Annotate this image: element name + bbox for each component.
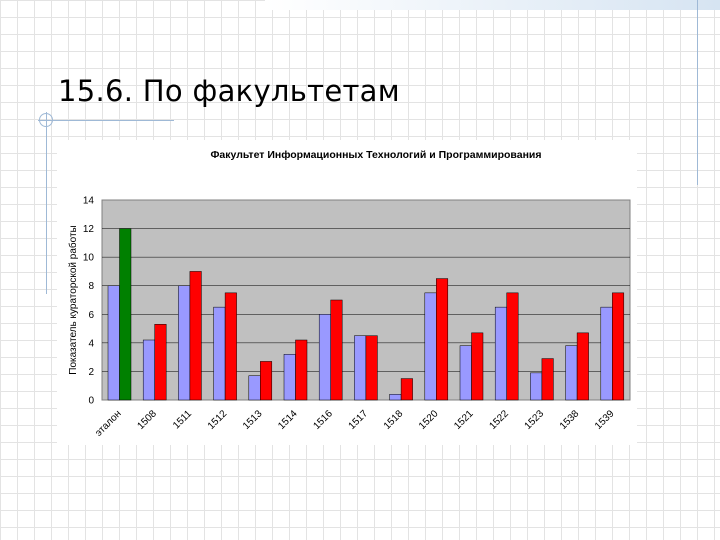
- bar-series1-1517: [354, 335, 367, 401]
- bar-series1-1508: [142, 339, 155, 401]
- bar-series1-1513: [248, 375, 261, 401]
- bar-series2-1538: [576, 332, 589, 401]
- bar-series2-1508: [154, 324, 167, 401]
- chart-title: Факультет Информационных Технологий и Пр…: [210, 149, 541, 161]
- bar-series2-1539: [612, 292, 625, 401]
- bar-series1-1511: [178, 285, 191, 401]
- bar-series1-1522: [494, 306, 507, 401]
- y-tick-label: 12: [83, 224, 95, 235]
- bar-series2-1521: [471, 332, 484, 401]
- bar-series2-1520: [436, 278, 449, 401]
- bars: [107, 228, 625, 401]
- decor-vertical-line-right: [697, 0, 698, 185]
- bar-series2-эталон: [119, 228, 132, 401]
- top-gradient-band: [265, 0, 720, 10]
- y-tick-label: 6: [88, 310, 94, 321]
- bar-series1-1514: [283, 354, 296, 401]
- bar-series2-1518: [400, 378, 413, 401]
- slide-title: 15.6. По факультетам: [58, 74, 400, 108]
- y-tick-label: 4: [88, 338, 94, 349]
- bar-series1-1516: [318, 314, 331, 401]
- y-tick-label: 14: [83, 196, 95, 207]
- y-tick-labels: 0 2 4 6 8 10 12 14: [83, 196, 95, 407]
- bar-series2-1513: [260, 361, 273, 401]
- bar-series2-1516: [330, 299, 343, 401]
- decor-horizontal-line: [38, 120, 174, 121]
- bar-series1-эталон: [107, 285, 120, 401]
- y-tick-label: 0: [88, 396, 94, 407]
- bar-series2-1517: [365, 335, 378, 401]
- bar-series1-1521: [459, 345, 472, 401]
- bar-series1-1523: [530, 372, 543, 401]
- decor-vertical-line-left: [46, 112, 47, 294]
- bar-series1-1538: [565, 345, 578, 401]
- y-axis-label: Показатель кураторской работы: [67, 225, 79, 374]
- bar-series1-1518: [389, 394, 402, 401]
- bar-series1-1512: [213, 306, 226, 401]
- bar-series2-1514: [295, 339, 308, 401]
- bar-series2-1523: [541, 358, 554, 401]
- decor-circle: [39, 113, 53, 127]
- bar-series2-1512: [224, 292, 237, 401]
- bar-series2-1511: [189, 271, 202, 401]
- bar-series1-1520: [424, 292, 437, 401]
- bar-series1-1539: [600, 306, 613, 401]
- y-tick-label: 8: [88, 281, 94, 292]
- y-tick-label: 10: [83, 253, 95, 264]
- bar-series2-1522: [506, 292, 519, 401]
- y-tick-label: 2: [88, 367, 94, 378]
